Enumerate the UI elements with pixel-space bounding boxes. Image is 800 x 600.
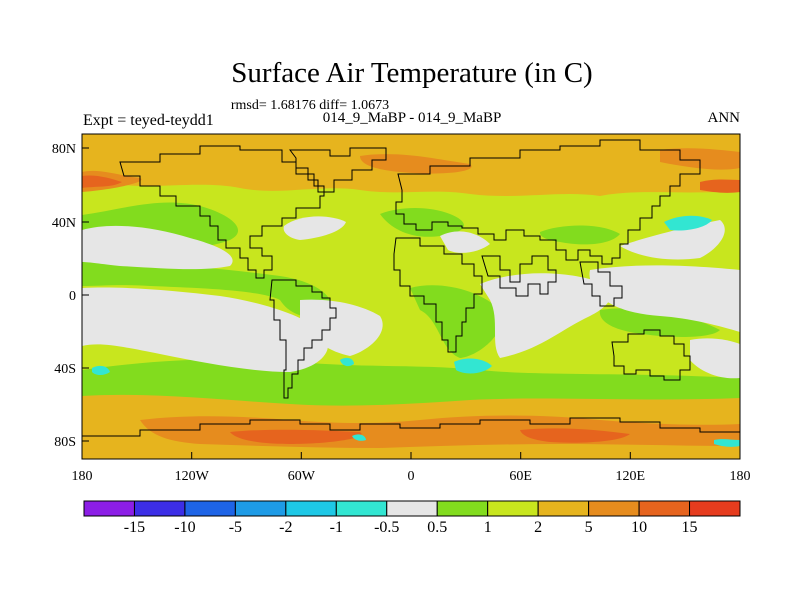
eurasia-neutral [440,220,725,260]
colorbar-swatch [638,500,691,517]
cool-patch-nw-pacific [664,215,712,231]
colorbar-swatch [487,500,539,517]
coastline-antarctica [82,417,740,437]
case-label: 014_9_MaBP - 014_9_MaBP [323,110,502,126]
east-pacific-neutral [690,338,740,379]
arctic-hot-band [82,148,740,192]
y-tick-label: 40N [52,216,76,231]
colorbar-swatch [689,500,741,517]
x-tick-label: 60W [288,469,316,484]
colorbar-swatch [184,500,236,517]
x-tick-label: 120E [616,469,646,484]
x-axis-labels: 180 120W 60W 0 60E 120E 180 [72,469,751,484]
colorbar-label: 15 [682,519,698,536]
southern-strong-band [230,428,630,444]
cool-patch-sw-atlantic [340,357,354,367]
tropical-neutral-west [82,287,329,372]
y-tick-label: 80S [54,435,76,450]
colorbar: -15 -10 -5 -2 -1 -0.5 0.5 1 2 5 10 15 [83,500,741,536]
coastline-greenland [289,147,387,193]
colorbar-label: -15 [124,519,145,536]
colorbar-swatch [386,500,438,517]
x-tick-label: 120W [175,469,210,484]
x-tick-label: 180 [730,469,751,484]
colorbar-label: 10 [631,519,647,536]
y-tick-label: 0 [69,289,76,304]
colorbar-swatch [588,500,640,517]
colorbar-label: -10 [174,519,195,536]
x-tick-label: 180 [72,469,93,484]
colorbar-label: 5 [585,519,593,536]
colorbar-swatch [285,500,337,517]
colorbar-swatch [436,500,489,517]
axis-ticks [81,147,741,459]
y-tick-label: 80N [52,142,76,157]
coastline-australia [611,329,691,381]
colorbar-swatch [335,500,388,517]
north-pacific-neutral [82,225,233,270]
colorbar-label: -1 [330,519,343,536]
tropical-green-band [82,262,720,358]
tropical-neutral-indian [480,273,611,358]
tropical-neutral-atlantic [300,299,383,356]
colorbar-label: -5 [229,519,242,536]
coastline-south-america [269,279,337,399]
tropical-neutral-pacific [589,265,740,332]
stats-label: rmsd= 1.68176 diff= 1.0673 [231,98,389,113]
coastlines [82,139,740,437]
colorbar-label: 1 [484,519,492,536]
colorbar-label: -0.5 [374,519,399,536]
coastline-north-america [119,145,325,279]
x-tick-label: 0 [408,469,415,484]
coastline-arabia-india [481,255,557,297]
colorbar-label: -2 [279,519,292,536]
cool-patch-s-atlantic [454,358,492,374]
y-tick-label: 40S [54,362,76,377]
figure-title: Surface Air Temperature (in C) [231,57,592,89]
season-label: ANN [708,110,741,126]
coastline-africa [393,237,483,353]
colorbar-label: 0.5 [427,519,447,536]
colorbar-swatch [83,500,135,517]
colorbar-swatch [537,500,590,517]
north-atlantic-neutral [283,216,346,240]
coastline-se-asia [579,261,623,307]
colorbar-swatch [133,500,186,517]
north-green-band [82,202,620,251]
experiment-label: Expt = teyed-teydd1 [83,112,214,129]
colorbar-swatch [234,500,287,517]
y-axis-labels: 80N 40N 0 40S 80S [52,142,76,450]
cool-patch-s-pacific [92,365,110,375]
colorbar-label: 2 [534,519,542,536]
coastline-eurasia [395,139,701,265]
x-tick-label: 60E [509,469,532,484]
